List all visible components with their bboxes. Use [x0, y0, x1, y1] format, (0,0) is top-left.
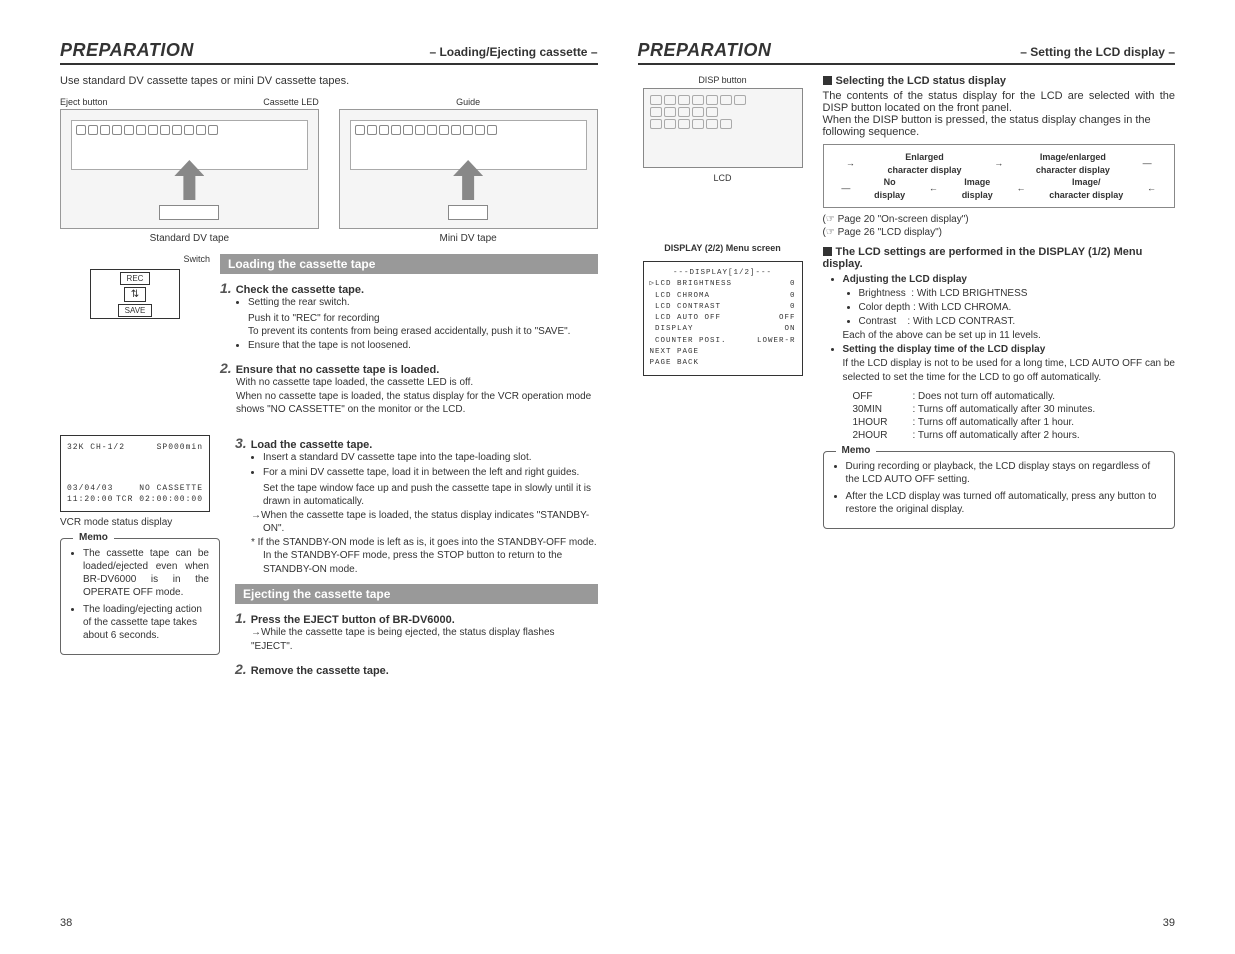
- left-page: PREPARATION – Loading/Ejecting cassette …: [60, 40, 598, 914]
- std-tape-caption: Standard DV tape: [150, 233, 230, 244]
- auto-off-options: OFF: Does not turn off automatically. 30…: [853, 391, 1176, 441]
- save-label: SAVE: [118, 304, 153, 317]
- vcr-caption: VCR mode status display: [60, 517, 220, 528]
- eject-step2: Remove the cassette tape.: [251, 665, 389, 677]
- lcd-label: LCD: [713, 173, 731, 183]
- step2-title: Ensure that no cassette tape is loaded.: [236, 364, 440, 376]
- rec-label: REC: [120, 272, 151, 285]
- ejecting-section-title: Ejecting the cassette tape: [235, 584, 598, 604]
- header-title: PREPARATION: [60, 40, 194, 61]
- step1-title: Check the cassette tape.: [236, 284, 364, 296]
- header-subtitle-r: – Setting the LCD display –: [1020, 45, 1175, 59]
- sec2-title: The LCD settings are performed in the DI…: [823, 246, 1143, 270]
- vcr-status-lcd: 32K CH-1/2SP000min 03/04/03NO CASSETTE 1…: [60, 435, 210, 513]
- page-header-left: PREPARATION – Loading/Ejecting cassette …: [60, 40, 598, 65]
- device-diagrams: Eject button Cassette LED Standard DV ta…: [60, 97, 598, 244]
- header-title-r: PREPARATION: [638, 40, 772, 61]
- page-number-left: 38: [60, 917, 72, 929]
- loading-section-title: Loading the cassette tape: [220, 254, 598, 274]
- step3-title: Load the cassette tape.: [251, 439, 373, 451]
- memo-box-left: Memo The cassette tape can be loaded/eje…: [60, 538, 220, 655]
- eject-label: Eject button: [60, 97, 108, 107]
- display-menu-screen: ---DISPLAY[1/2]--- ▷LCD BRIGHTNESS0 LCD …: [643, 261, 803, 376]
- cassette-led-label: Cassette LED: [263, 97, 319, 107]
- eject-step1: Press the EJECT button of BR-DV6000.: [251, 614, 455, 626]
- device-diagram-lcd: [643, 88, 803, 168]
- memo-box-right: Memo During recording or playback, the L…: [823, 451, 1176, 529]
- right-page: PREPARATION – Setting the LCD display – …: [638, 40, 1176, 914]
- mini-tape-caption: Mini DV tape: [440, 233, 497, 244]
- sec1-title: Selecting the LCD status display: [836, 75, 1007, 87]
- page-number-right: 39: [1163, 917, 1175, 929]
- disp-button-label: DISP button: [698, 75, 746, 85]
- adj-title: Adjusting the LCD display: [843, 273, 1176, 287]
- intro-text: Use standard DV cassette tapes or mini D…: [60, 75, 598, 87]
- ref2: (☞ Page 26 "LCD display"): [823, 227, 1176, 238]
- time-title: Setting the display time of the LCD disp…: [843, 343, 1176, 357]
- menu-caption: DISPLAY (2/2) Menu screen: [664, 243, 781, 253]
- device-diagram-std: [60, 109, 319, 229]
- header-subtitle: – Loading/Ejecting cassette –: [429, 45, 597, 59]
- device-diagram-mini: [339, 109, 598, 229]
- display-cycle-diagram: →Enlarged character display →Image/enlar…: [823, 144, 1176, 208]
- page-header-right: PREPARATION – Setting the LCD display –: [638, 40, 1176, 65]
- switch-diagram: Switch REC ⇅ SAVE: [60, 254, 210, 425]
- ref1: (☞ Page 20 "On-screen display"): [823, 214, 1176, 225]
- guide-label: Guide: [456, 97, 480, 107]
